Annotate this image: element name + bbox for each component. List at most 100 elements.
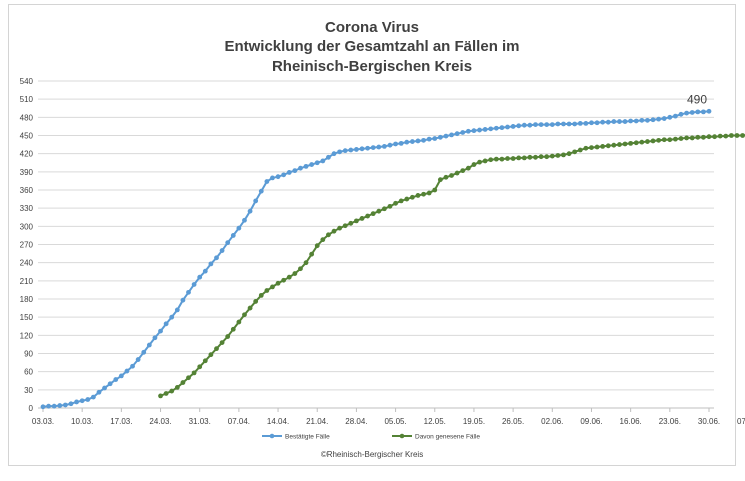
data-point [605, 143, 611, 149]
data-point [124, 368, 130, 374]
data-point [656, 116, 662, 122]
y-tick-label: 510 [20, 95, 34, 104]
data-point [387, 142, 393, 148]
data-point [381, 206, 387, 212]
data-point [404, 139, 410, 145]
data-point [326, 154, 331, 160]
data-point [443, 133, 449, 139]
y-tick-label: 240 [20, 259, 34, 268]
data-point [309, 162, 315, 167]
data-point [645, 117, 650, 123]
data-point [314, 243, 320, 249]
data-point [706, 108, 712, 114]
legend-label-confirmed: Bestätigte Fälle [285, 434, 330, 441]
data-point [527, 122, 533, 128]
data-point [505, 156, 510, 161]
data-point [169, 388, 175, 394]
data-point [247, 305, 253, 311]
data-point [633, 118, 639, 124]
data-point [611, 142, 617, 148]
data-point [544, 154, 550, 160]
data-point [107, 381, 113, 387]
data-point [85, 397, 91, 402]
data-point [577, 120, 583, 126]
series-line [42, 110, 710, 408]
data-point [656, 137, 662, 143]
data-point [561, 121, 566, 127]
data-point [510, 124, 516, 129]
data-point [600, 119, 606, 125]
data-point [365, 213, 371, 219]
data-point [689, 110, 695, 115]
data-point [337, 225, 343, 231]
data-point [499, 125, 505, 131]
data-point [617, 119, 622, 124]
data-point [432, 136, 438, 141]
data-point [538, 122, 544, 127]
data-point [387, 203, 393, 209]
data-point [717, 133, 723, 139]
data-point [331, 228, 337, 234]
data-point [202, 358, 208, 364]
data-point [253, 299, 259, 304]
y-tick-label: 300 [20, 222, 34, 231]
y-tick-label: 390 [20, 168, 34, 177]
data-point [359, 146, 365, 152]
data-point [493, 125, 499, 131]
data-point [258, 188, 264, 194]
data-point [253, 198, 259, 204]
chart-credit: ©Rheinisch-Bergischer Kreis [321, 450, 423, 459]
data-point [650, 117, 656, 123]
x-axis-ticks: 03.03. 10.03. 17.03. 24.03. 31.03. 07.04. 14.0… [32, 408, 745, 426]
data-point [572, 121, 578, 127]
data-point [270, 175, 275, 181]
data-point [701, 109, 706, 115]
data-point [572, 149, 578, 155]
data-point [471, 128, 477, 134]
data-point [533, 122, 538, 127]
data-point [370, 145, 376, 151]
chart-title-line-3: Rheinisch-Bergischen Kreis [272, 58, 472, 75]
series-layer [40, 108, 745, 410]
data-point [348, 147, 354, 153]
data-point [208, 261, 214, 267]
data-point [460, 130, 466, 135]
data-point [286, 170, 292, 175]
data-point [118, 373, 124, 379]
data-point [728, 133, 734, 138]
data-point [689, 135, 695, 141]
data-point [230, 326, 236, 332]
x-tick-label: 05.05. [384, 417, 406, 426]
data-point [79, 398, 85, 404]
data-point [314, 160, 320, 166]
data-point [281, 172, 287, 178]
data-point [488, 126, 494, 132]
data-point [174, 307, 180, 313]
data-point [197, 364, 203, 370]
data-point [628, 140, 634, 146]
legend-label-recovered: Davon genesene Fälle [415, 434, 480, 441]
data-point [611, 119, 617, 124]
data-point [281, 277, 287, 283]
data-point [113, 377, 119, 382]
data-point [370, 211, 376, 217]
data-point [57, 403, 63, 408]
data-point [505, 124, 510, 130]
data-point [309, 251, 315, 257]
data-point [499, 156, 505, 162]
data-point [549, 122, 555, 127]
data-point [191, 282, 197, 287]
y-tick-label: 60 [24, 368, 33, 377]
x-tick-label: 03.03. [32, 417, 54, 426]
chart-title-line-1: Corona Virus [325, 19, 419, 36]
data-point [482, 127, 488, 132]
data-point [141, 349, 147, 355]
data-point [398, 198, 404, 204]
x-tick-label: 26.05. [502, 417, 524, 426]
data-point [186, 375, 191, 381]
data-point [169, 314, 175, 320]
data-point [583, 145, 589, 151]
data-point [398, 140, 404, 146]
series-line [160, 134, 745, 397]
data-point [516, 155, 522, 161]
